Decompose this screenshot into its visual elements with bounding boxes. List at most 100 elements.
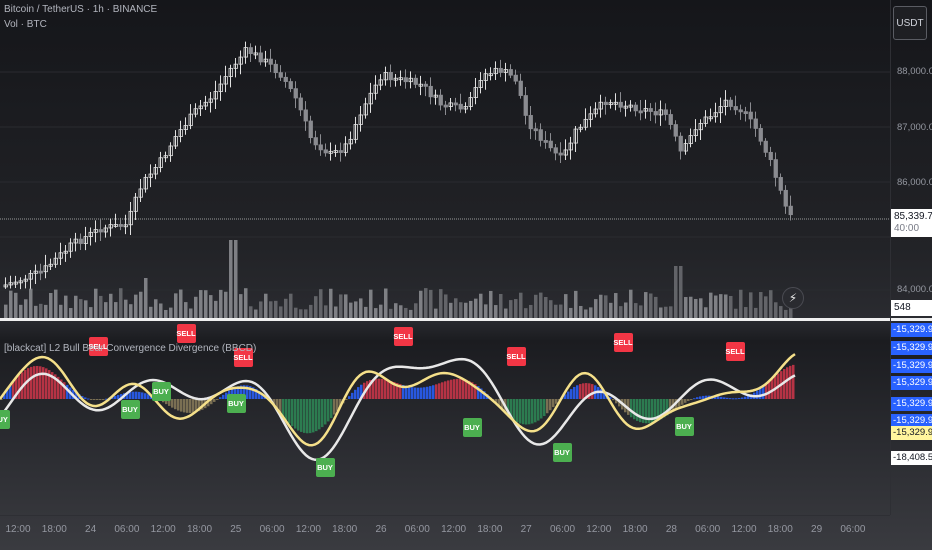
histogram-bar <box>12 382 15 399</box>
buy-signal-badge[interactable]: BUY <box>316 458 335 477</box>
histogram-bar <box>762 386 765 399</box>
candle-body <box>623 105 628 109</box>
volume-bar <box>604 295 608 318</box>
candle-body <box>368 92 373 105</box>
candle-body <box>403 77 408 83</box>
buy-signal-badge[interactable]: BUY <box>553 443 572 462</box>
volume-bar <box>34 305 38 318</box>
histogram-bar <box>477 386 480 399</box>
histogram-bar <box>132 391 135 399</box>
histogram-bar <box>447 380 450 399</box>
histogram-bar <box>681 399 684 405</box>
histogram-bar <box>147 394 150 399</box>
volume-bar <box>739 289 743 318</box>
candle-body <box>268 58 273 65</box>
candle-body <box>703 116 708 124</box>
svg-text:SELL: SELL <box>613 338 633 347</box>
histogram-bar <box>138 391 141 399</box>
candle-body <box>303 109 308 122</box>
indicator-pane[interactable]: SELL SELL SELL SELL SELL SELL SELL BUY BUY BUY BUY… <box>0 321 890 511</box>
sell-signal-badge[interactable]: SELL <box>176 324 196 343</box>
buy-signal-badge[interactable]: BUY <box>152 382 171 401</box>
histogram-bar <box>135 391 138 399</box>
svg-text:BUY: BUY <box>0 415 8 424</box>
volume-bar <box>474 298 478 318</box>
volume-bar <box>304 309 308 318</box>
sell-signal-badge[interactable]: SELL <box>233 348 253 367</box>
candle-body <box>118 224 123 227</box>
candle-body <box>173 136 178 147</box>
histogram-bar <box>3 394 6 399</box>
volume-bar <box>59 304 63 318</box>
time-label: 29 <box>811 524 823 535</box>
histogram-bar <box>84 397 87 399</box>
volume-bar <box>239 294 243 318</box>
volume-bar <box>109 293 113 318</box>
histogram-bar <box>579 384 582 399</box>
histogram-bar <box>564 394 567 399</box>
histogram-bar <box>651 399 654 423</box>
sell-signal-badge[interactable]: SELL <box>88 337 108 356</box>
histogram-bar <box>225 392 228 399</box>
histogram-bar <box>603 391 606 399</box>
sell-signal-badge[interactable]: SELL <box>613 333 633 352</box>
candle-body <box>648 108 653 112</box>
histogram-bar <box>510 399 513 419</box>
candle-body <box>243 47 248 58</box>
volume-bar <box>424 288 428 318</box>
histogram-bar <box>657 399 660 421</box>
buy-signal-badge[interactable]: BUY <box>227 394 246 413</box>
buy-signal-badge[interactable]: BUY <box>121 400 140 419</box>
indicator-legend[interactable]: [blackcat] L2 Bull Bear Convergence Dive… <box>4 343 257 354</box>
histogram-bar <box>303 399 306 433</box>
volume-bar <box>789 301 793 318</box>
histogram-bar <box>453 379 456 399</box>
volume-bar <box>69 308 73 318</box>
candle-body <box>158 157 163 168</box>
histogram-bar <box>684 399 687 403</box>
histogram-bar <box>462 379 465 399</box>
candle-body <box>428 85 433 98</box>
price-chart-canvas[interactable] <box>0 0 890 318</box>
buy-signal-badge[interactable]: BUY <box>0 410 10 429</box>
histogram-bar <box>426 386 429 399</box>
candle-body <box>203 101 208 107</box>
histogram-bar <box>180 399 183 412</box>
volume-bar <box>394 303 398 318</box>
histogram-bar <box>231 388 234 399</box>
histogram-bar <box>177 399 180 411</box>
lightning-icon[interactable]: ⚡ <box>782 287 804 309</box>
histogram-bar <box>405 385 408 399</box>
volume-bar <box>404 307 408 318</box>
volume-legend[interactable]: Vol · BTC <box>4 19 47 30</box>
pane-separator[interactable] <box>0 318 932 321</box>
candle-body <box>233 63 238 69</box>
candle-body <box>513 74 518 82</box>
time-axis[interactable]: 12:00 18:00 24 06:00 12:00 18:00 25 06:00 12:00 1… <box>0 515 890 550</box>
histogram-bar <box>57 376 60 399</box>
price-pane[interactable]: Bitcoin / TetherUS · 1h · BINANCE Vol · … <box>0 0 890 318</box>
volume-bar <box>439 289 443 318</box>
buy-signal-badge[interactable]: BUY <box>463 418 482 437</box>
indicator-chart-canvas[interactable]: SELL SELL SELL SELL SELL SELL SELL BUY BUY BUY BUY… <box>0 321 890 511</box>
currency-button[interactable]: USDT <box>893 6 927 40</box>
volume-bar <box>334 306 338 318</box>
histogram-bar <box>639 399 642 423</box>
symbol-legend[interactable]: Bitcoin / TetherUS · 1h · BINANCE <box>4 4 158 15</box>
sell-signal-badge[interactable]: SELL <box>725 342 745 361</box>
buy-signal-badge[interactable]: BUY <box>675 417 694 436</box>
histogram-bar <box>48 370 51 399</box>
volume-bar <box>44 304 48 318</box>
sell-signal-badge[interactable]: SELL <box>506 347 526 366</box>
volume-bar <box>754 307 758 318</box>
price-axis[interactable]: 88,000.00 87,000.00 86,000.00 84,000.00 <box>890 0 932 515</box>
candle-body <box>263 58 268 63</box>
sell-signal-badge[interactable]: SELL <box>393 327 413 346</box>
volume-bar <box>329 288 333 318</box>
histogram-bar <box>219 397 222 399</box>
time-label: 18:00 <box>767 524 793 535</box>
candle-body <box>13 281 18 285</box>
volume-bar <box>479 293 483 318</box>
candle-body <box>613 101 618 105</box>
